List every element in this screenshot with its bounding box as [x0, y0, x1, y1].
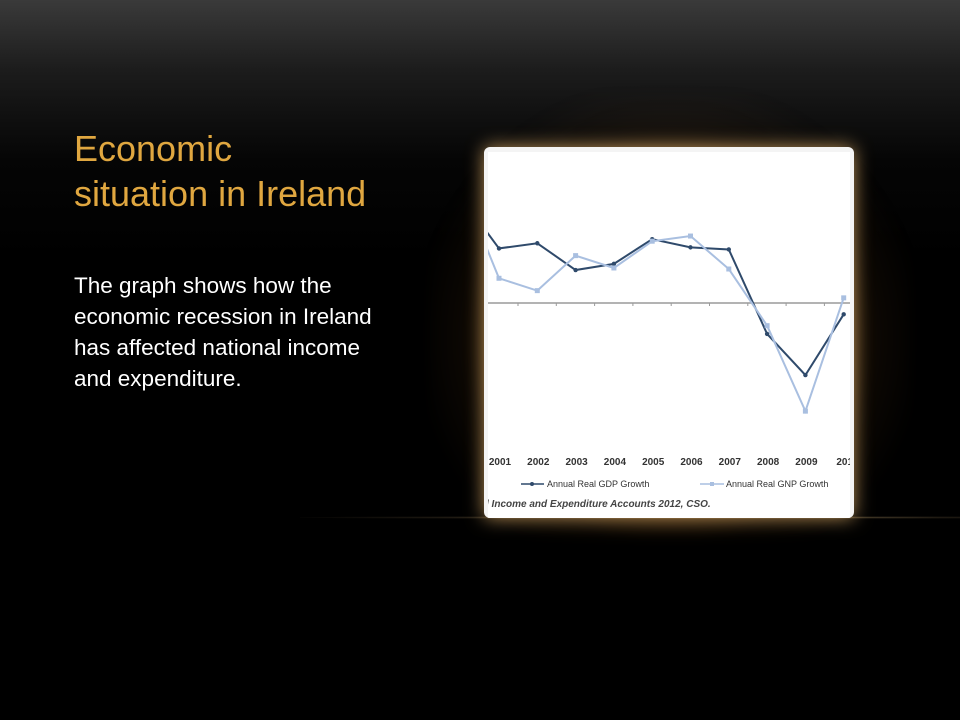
gdp-point	[496, 246, 502, 251]
gdp-point	[573, 267, 578, 273]
chart-picture-frame: 2001 2002 2003 2004 2005 2006 2007 2008 2009 201 A…	[484, 147, 854, 518]
gnp-point	[573, 253, 579, 259]
gdp-point	[803, 372, 808, 378]
gnp-point	[841, 295, 847, 301]
gnp-point	[649, 238, 655, 244]
slide-title: Economic situation in Ireland	[74, 128, 367, 214]
gdp-point	[688, 245, 693, 250]
gnp-point	[611, 265, 617, 271]
x-tick-label: 2002	[527, 457, 550, 468]
gnp-point	[726, 266, 732, 272]
x-tick-label: 201	[836, 457, 850, 468]
x-tick-label: 2005	[642, 457, 665, 468]
line-chart: 2001 2002 2003 2004 2005 2006 2007 2008 2009 201 A…	[488, 231, 850, 510]
x-tick-label: 2007	[719, 457, 742, 468]
gnp-point	[534, 288, 540, 294]
legend-gdp-marker	[530, 482, 534, 486]
series-line-gnp	[488, 234, 845, 414]
gnp-point	[688, 233, 693, 239]
legend-gdp-label: Annual Real GDP Growth	[547, 479, 649, 489]
x-tick-label: 2008	[757, 457, 780, 468]
gdp-point	[535, 241, 540, 246]
x-tick-label: 2006	[680, 457, 703, 468]
legend-gnp-label: Annual Real GNP Growth	[726, 479, 828, 489]
gnp-point	[802, 408, 808, 414]
gnp-point	[496, 275, 502, 281]
x-tick-label: 2009	[795, 457, 818, 468]
slide-body-text: The graph shows how the economic recessi…	[74, 273, 372, 391]
gdp-point	[764, 331, 770, 337]
source-caption: l Income and Expenditure Accounts 2012, …	[488, 499, 711, 510]
gdp-point	[726, 247, 731, 252]
x-tick-label: 2001	[489, 457, 512, 468]
x-tick-label: 2003	[565, 457, 588, 468]
x-tick-label: 2004	[604, 457, 627, 468]
floor-reflection	[0, 517, 960, 720]
gdp-point	[841, 312, 846, 317]
gdp-point	[611, 261, 617, 267]
chart-area: 2001 2002 2003 2004 2005 2006 2007 2008 2009 201 A…	[488, 152, 850, 518]
legend-gnp-marker	[710, 482, 714, 486]
gnp-point	[764, 323, 770, 329]
